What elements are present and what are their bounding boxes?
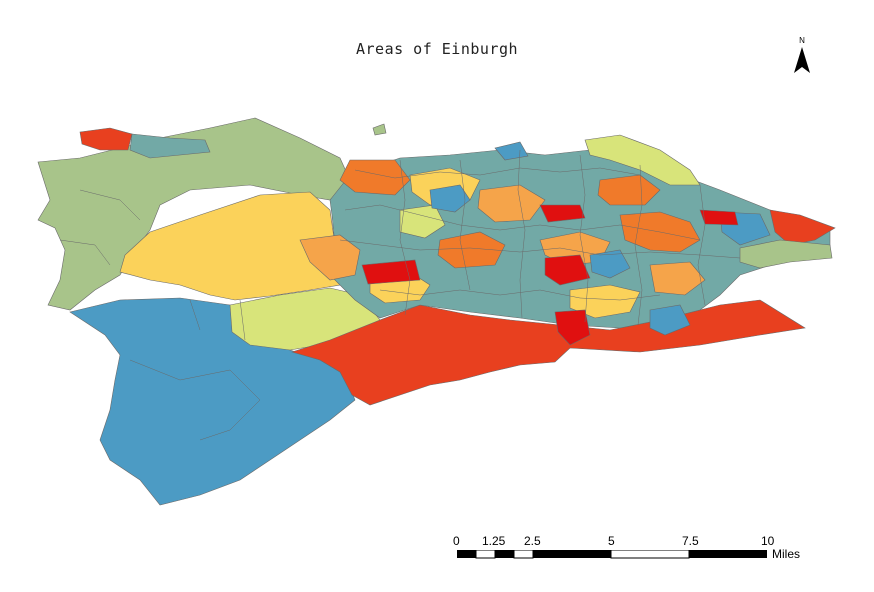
area-north-yellow [584, 134, 701, 186]
area-east-green [739, 239, 833, 269]
scale-bar-segments [457, 550, 767, 559]
area-ne-red [769, 209, 836, 246]
area-central-blue-2 [589, 249, 631, 279]
map-title: Areas of Einburgh [355, 40, 519, 58]
scale-bar: 0 1.25 2.5 5 7.5 10 Miles [440, 532, 820, 572]
area-central-blue-1 [429, 184, 471, 213]
area-boundaries [59, 149, 741, 441]
north-label: N [799, 36, 805, 45]
scale-tick-label: 1.25 [482, 534, 506, 548]
area-yellow-west [119, 191, 341, 301]
area-nw-orange [79, 127, 133, 151]
area-central-orange-1 [299, 234, 361, 281]
area-central-orange-2 [339, 159, 411, 196]
scale-tick-label: 2.5 [524, 534, 541, 548]
area-nw-blue [129, 133, 211, 159]
area-hot-red-2 [544, 254, 591, 286]
area-central-orange-3 [477, 184, 546, 223]
area-central-blue-3 [649, 304, 691, 336]
scale-units-label: Miles [772, 547, 801, 561]
area-central-yellow-2 [399, 204, 446, 239]
area-hot-red-5 [699, 209, 739, 226]
area-central-yellow-3 [569, 284, 641, 319]
area-hot-red-4 [539, 204, 586, 223]
north-arrow-icon [794, 47, 810, 73]
north-arrow: N [788, 36, 816, 80]
area-central-orange-4 [437, 231, 506, 269]
scale-tick-label: 0 [453, 534, 460, 548]
scale-tick-label: 7.5 [682, 534, 699, 548]
scale-tick-label: 5 [608, 534, 615, 548]
scale-tick-label: 10 [761, 534, 775, 548]
area-hot-red-1 [361, 259, 421, 285]
area-west-green [37, 117, 351, 311]
area-hot-red-3 [554, 309, 591, 346]
area-central-orange-7 [649, 261, 706, 296]
island-small [372, 123, 387, 136]
